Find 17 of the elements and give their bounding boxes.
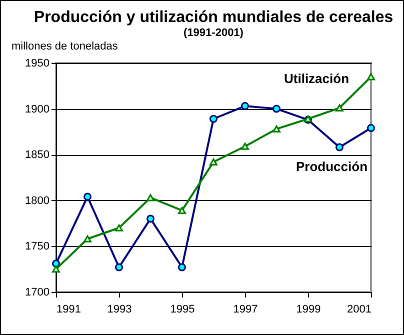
series-label: Producción — [296, 159, 368, 174]
x-tick-label: 1997 — [233, 304, 258, 316]
x-tick-label: 1999 — [296, 304, 321, 316]
x-tick-label: 1991 — [56, 304, 81, 316]
y-axis-title: millones de toneladas — [12, 40, 118, 52]
y-tick-label: 1950 — [25, 58, 50, 70]
y-tick-label: 1900 — [25, 103, 50, 116]
y-tick-label: 1750 — [25, 240, 50, 253]
series-label: Utilización — [284, 71, 350, 86]
x-tick-label: 1995 — [170, 304, 195, 316]
y-tick-label: 1800 — [25, 194, 50, 207]
x-tick-label: 2001 — [347, 304, 372, 316]
chart-subtitle: (1991-2001) — [184, 27, 244, 39]
y-tick-label: 1700 — [25, 286, 50, 298]
chart-title: Producción y utilización mundiales de cereales — [34, 9, 394, 26]
x-tick-label: 1993 — [107, 304, 132, 316]
y-tick-label: 1850 — [25, 149, 50, 162]
